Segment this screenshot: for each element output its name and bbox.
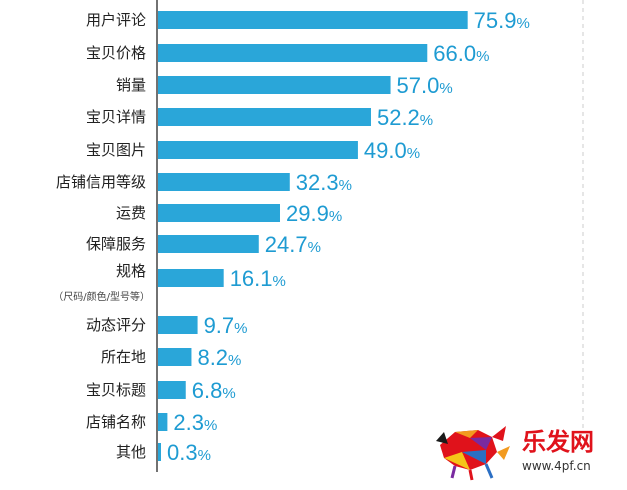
data-label: 52.2% xyxy=(377,105,433,130)
data-label: 24.7% xyxy=(265,232,321,257)
data-label-unit: % xyxy=(273,273,286,290)
bar xyxy=(158,76,391,94)
data-label: 49.0% xyxy=(364,138,420,163)
data-label-value: 66.0 xyxy=(433,41,476,66)
category-label: 其他 xyxy=(116,443,146,461)
data-label-value: 9.7 xyxy=(204,313,235,338)
data-label: 75.9% xyxy=(474,8,530,33)
category-note: （尺码/颜色/型号等） xyxy=(53,290,150,303)
bar xyxy=(158,443,161,461)
category-label: 宝贝标题 xyxy=(86,381,146,399)
bar xyxy=(158,11,468,29)
bar xyxy=(158,348,192,366)
data-label-value: 16.1 xyxy=(230,266,273,291)
data-label: 0.3% xyxy=(167,440,211,465)
data-label-value: 24.7 xyxy=(265,232,308,257)
data-label: 66.0% xyxy=(433,41,489,66)
category-label: 宝贝价格 xyxy=(86,44,146,62)
bar xyxy=(158,173,290,191)
category-label: 宝贝图片 xyxy=(86,141,146,159)
watermark-url: www.4pf.cn xyxy=(522,459,591,473)
data-label-unit: % xyxy=(222,385,235,402)
data-label-value: 75.9 xyxy=(474,8,517,33)
data-label: 29.9% xyxy=(286,201,342,226)
data-label-unit: % xyxy=(308,239,321,256)
data-label-unit: % xyxy=(407,145,420,162)
data-label-unit: % xyxy=(198,447,211,464)
bar xyxy=(158,141,358,159)
watermark: 乐发网 www.4pf.cn xyxy=(436,426,594,481)
data-label-unit: % xyxy=(339,177,352,194)
data-label-value: 8.2 xyxy=(197,345,228,370)
data-label-value: 6.8 xyxy=(192,378,223,403)
data-label-unit: % xyxy=(234,320,247,337)
data-label-value: 57.0 xyxy=(397,73,440,98)
category-label: 运费 xyxy=(116,204,146,222)
category-label: 规格 xyxy=(116,262,146,280)
bar xyxy=(158,235,259,253)
bars-group xyxy=(158,11,468,461)
category-label: 所在地 xyxy=(101,348,146,366)
category-label: 销量 xyxy=(116,76,146,94)
bar xyxy=(158,316,198,334)
data-label: 9.7% xyxy=(204,313,248,338)
data-label-value: 2.3 xyxy=(173,410,204,435)
data-label-value: 52.2 xyxy=(377,105,420,130)
data-label: 16.1% xyxy=(230,266,286,291)
data-label-value: 0.3 xyxy=(167,440,198,465)
data-label: 57.0% xyxy=(397,73,453,98)
watermark-title: 乐发网 xyxy=(522,428,594,456)
data-label-unit: % xyxy=(204,417,217,434)
data-label-unit: % xyxy=(517,15,530,32)
data-label: 6.8% xyxy=(192,378,236,403)
data-label-unit: % xyxy=(420,112,433,129)
data-label-value: 29.9 xyxy=(286,201,329,226)
bar xyxy=(158,108,371,126)
data-label: 32.3% xyxy=(296,170,352,195)
data-label-value: 49.0 xyxy=(364,138,407,163)
bar xyxy=(158,204,280,222)
category-label: 保障服务 xyxy=(86,235,146,253)
value-labels-group: 75.9%66.0%57.0%52.2%49.0%32.3%29.9%24.7%… xyxy=(167,8,530,465)
data-label-unit: % xyxy=(476,48,489,65)
data-label-unit: % xyxy=(439,80,452,97)
bull-logo-icon xyxy=(436,426,510,481)
bar xyxy=(158,269,224,287)
data-label: 2.3% xyxy=(173,410,217,435)
data-label: 8.2% xyxy=(197,345,241,370)
bar xyxy=(158,381,186,399)
bar xyxy=(158,413,168,431)
data-label-unit: % xyxy=(228,352,241,369)
category-label: 店铺信用等级 xyxy=(56,173,146,191)
bar xyxy=(158,44,428,62)
category-label: 店铺名称 xyxy=(86,413,146,431)
category-label: 宝贝详情 xyxy=(86,108,146,126)
data-label-value: 32.3 xyxy=(296,170,339,195)
data-label-unit: % xyxy=(329,208,342,225)
category-label: 用户评论 xyxy=(86,11,146,29)
category-label: 动态评分 xyxy=(86,316,146,334)
